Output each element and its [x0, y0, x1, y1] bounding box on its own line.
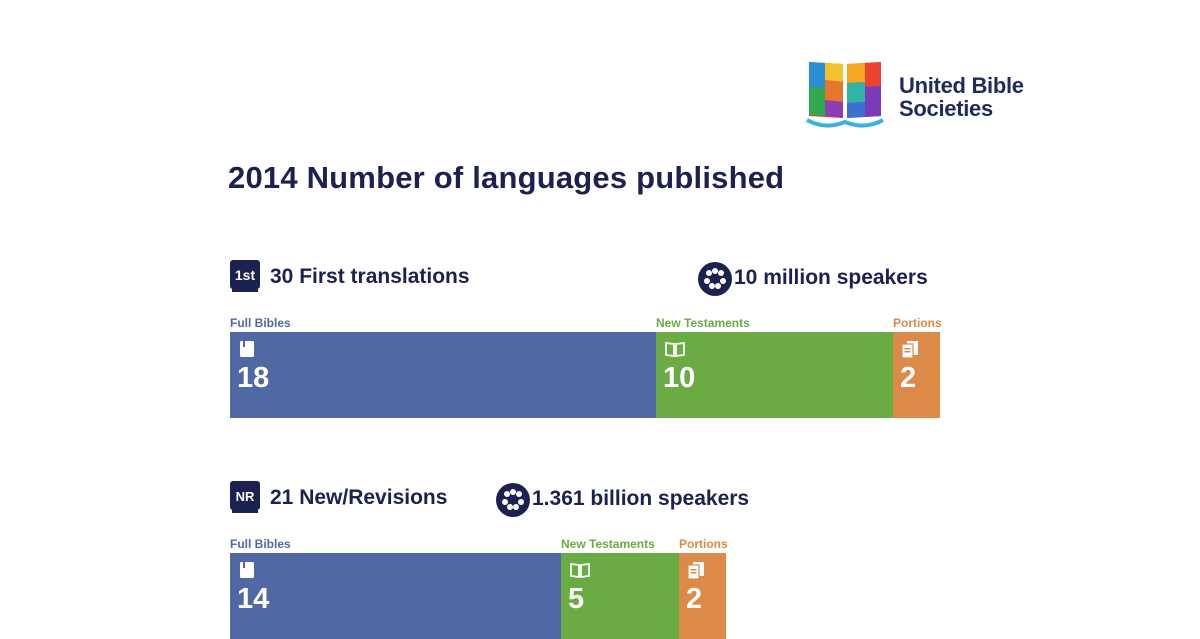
bar-segment-full-bibles: 14	[230, 553, 561, 639]
brand-name-line1: United Bible	[899, 73, 1024, 98]
ubs-logo: United Bible Societies	[805, 58, 1045, 134]
first-translation-icon: 1st	[230, 260, 260, 292]
bar-value-label: 18	[237, 362, 270, 394]
open-book-icon	[569, 561, 590, 579]
people-icon	[698, 262, 732, 296]
bar-labels: Full Bibles New Testaments Portions	[230, 316, 950, 332]
bar-value-label: 10	[663, 362, 696, 394]
stacked-bar: 18 10 2	[230, 332, 950, 418]
block-heading: 21 New/Revisions	[270, 486, 448, 509]
category-label: New Testaments	[561, 537, 655, 551]
category-label: Full Bibles	[230, 537, 291, 551]
bar-segment-new-testaments: 5	[561, 553, 679, 639]
block-header: 1st 30 First translations 10 million spe…	[230, 260, 950, 296]
book-icon	[238, 561, 256, 579]
pages-icon	[687, 561, 705, 580]
category-label: Portions	[679, 537, 728, 551]
new-revision-icon: NR	[230, 481, 260, 513]
stacked-bar: 14 5 2	[230, 553, 950, 639]
bar-labels: Full Bibles New Testaments Portions	[230, 537, 950, 553]
page-title: 2014 Number of languages published	[228, 160, 785, 195]
block-heading: 30 First translations	[270, 265, 470, 288]
badge-label: NR	[236, 489, 255, 504]
badge-label: 1st	[235, 267, 256, 283]
bar-segment-portions: 2	[893, 332, 940, 418]
brand-name-line2: Societies	[899, 96, 993, 121]
book-icon	[238, 340, 256, 358]
bar-segment-new-testaments: 10	[656, 332, 893, 418]
brand-name: United Bible Societies	[899, 74, 1024, 120]
pages-icon	[901, 340, 919, 359]
block-header: NR 21 New/Revisions 1.361 billion speake…	[230, 481, 950, 517]
bar-segment-portions: 2	[679, 553, 726, 639]
open-book-icon	[664, 340, 685, 358]
bar-value-label: 2	[900, 362, 917, 394]
category-label: Portions	[893, 316, 942, 330]
bar-segment-full-bibles: 18	[230, 332, 656, 418]
speakers-count: 10 million speakers	[734, 266, 928, 289]
category-label: Full Bibles	[230, 316, 291, 330]
bible-logo-icon	[806, 62, 884, 128]
category-label: New Testaments	[656, 316, 750, 330]
people-icon	[496, 483, 530, 517]
speakers-count: 1.361 billion speakers	[532, 487, 750, 510]
